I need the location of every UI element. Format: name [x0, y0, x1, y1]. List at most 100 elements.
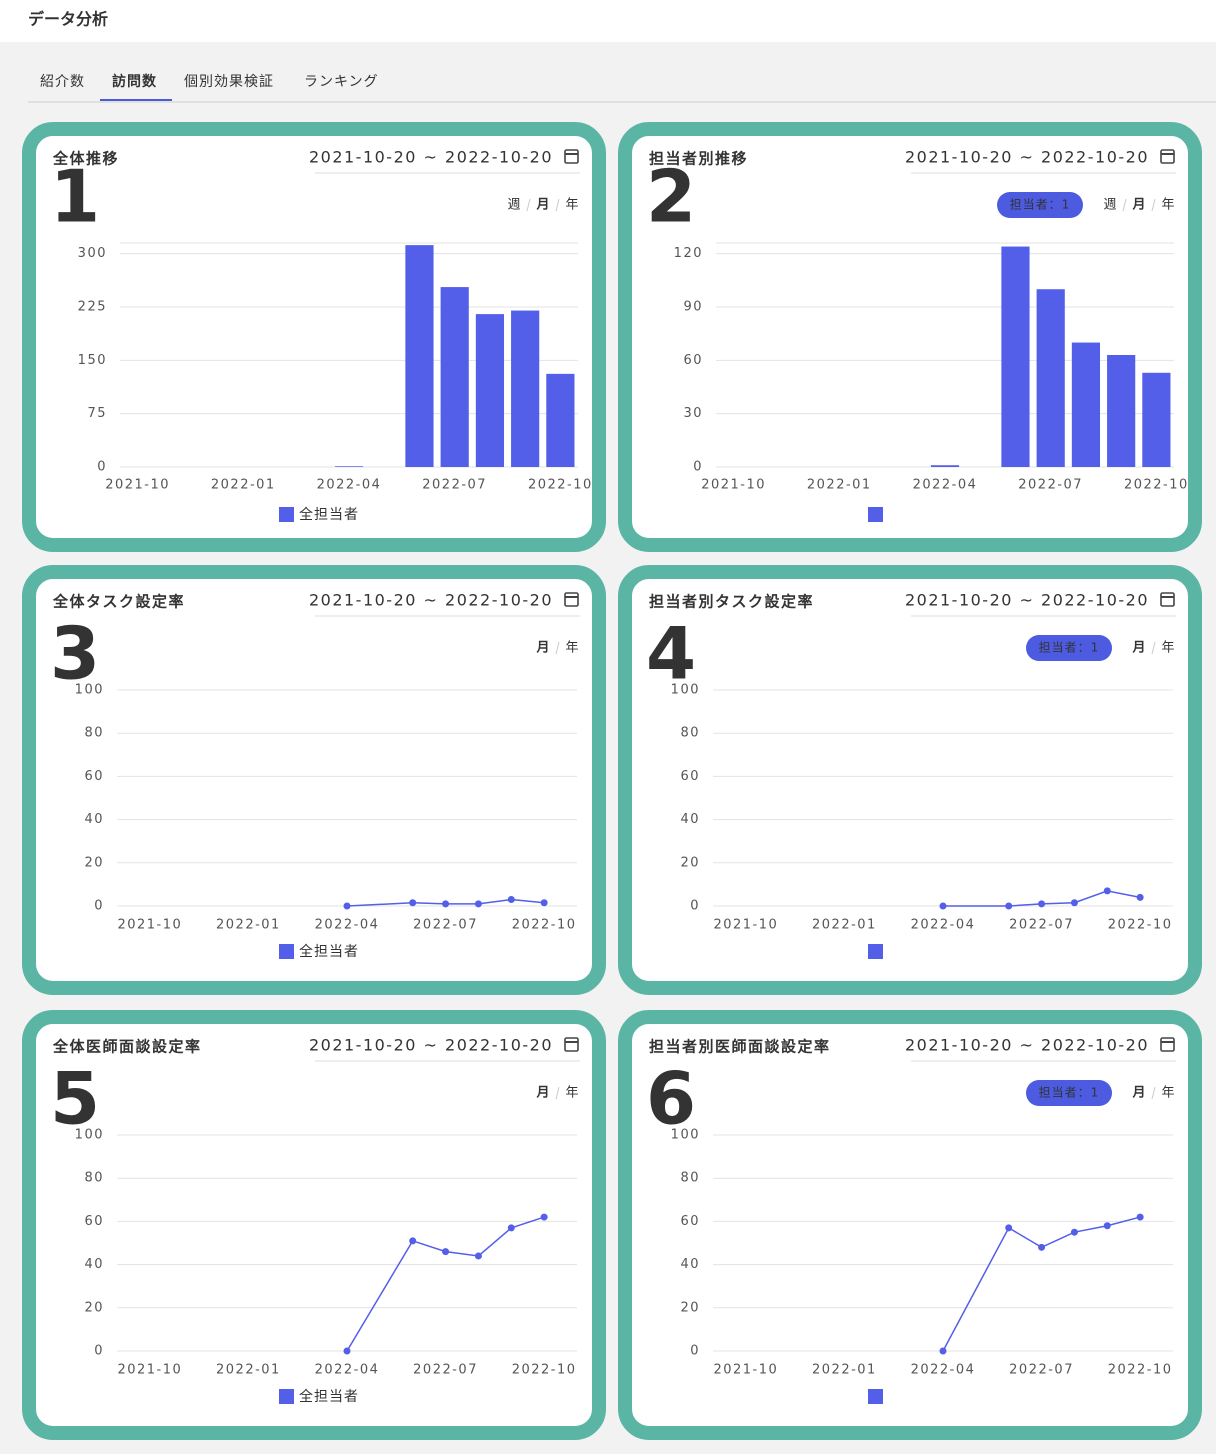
legend-swatch[interactable]	[868, 1389, 883, 1404]
data-point	[343, 1347, 351, 1355]
chart-title: 全体医師面談設定率	[52, 1038, 202, 1056]
calendar-icon[interactable]	[564, 149, 579, 164]
date-range[interactable]: 2021-10-20 ~ 2022-10-20	[309, 148, 553, 167]
x-tick-label: 2021-10	[701, 478, 766, 493]
data-point	[1005, 902, 1013, 910]
x-tick-label: 2021-10	[713, 918, 778, 933]
y-tick-label: 100	[671, 1128, 700, 1143]
period-option[interactable]: 年	[1161, 641, 1174, 656]
period-option[interactable]: 週	[507, 198, 520, 213]
tab[interactable]: 個別効果検証	[184, 74, 274, 90]
panel-frame	[618, 565, 1202, 995]
bar	[511, 310, 540, 467]
page-title: データ分析	[28, 10, 108, 29]
period-option[interactable]: 月	[1131, 641, 1145, 656]
period-option[interactable]: 月	[1131, 1086, 1145, 1101]
legend-label[interactable]: 全担当者	[299, 943, 359, 960]
period-separator	[555, 198, 560, 212]
tab[interactable]: ランキング	[304, 74, 379, 90]
bar	[334, 466, 364, 467]
x-tick-label: 2022-01	[211, 478, 276, 493]
y-tick-label: 80	[84, 1171, 104, 1186]
calendar-icon[interactable]	[564, 592, 579, 607]
x-tick-label: 2022-10	[1108, 1363, 1173, 1378]
legend-swatch[interactable]	[279, 1389, 294, 1404]
period-option[interactable]: 年	[1161, 1086, 1174, 1101]
legend-swatch[interactable]	[868, 944, 883, 959]
period-option[interactable]: 月	[535, 641, 549, 656]
data-point	[409, 899, 417, 907]
series-line	[346, 898, 545, 907]
panel: 全体タスク設定率 2021-10-20 ~ 2022-10-20 3 月 年 0 20 40 6…	[22, 565, 606, 995]
x-tick-label: 2022-01	[216, 1363, 281, 1378]
y-tick-label: 75	[87, 406, 107, 421]
period-separator	[1151, 198, 1156, 212]
period-option[interactable]: 週	[1103, 198, 1116, 213]
period-option[interactable]: 月	[535, 1086, 549, 1101]
period-option[interactable]: 月	[1131, 198, 1145, 213]
assignee-badge[interactable]	[997, 192, 1083, 218]
x-tick-label: 2022-01	[216, 918, 281, 933]
panel-number: 1	[50, 155, 100, 239]
period-option[interactable]: 年	[565, 198, 578, 213]
legend-swatch[interactable]	[279, 944, 294, 959]
calendar-icon[interactable]	[1160, 592, 1175, 607]
x-tick-label: 2022-04	[913, 478, 978, 493]
date-range[interactable]: 2021-10-20 ~ 2022-10-20	[905, 148, 1149, 167]
chart-title: 担当者別推移	[649, 150, 748, 168]
data-point	[540, 899, 548, 907]
x-tick-label: 2022-10	[1108, 918, 1173, 933]
data-point	[474, 900, 482, 908]
date-range[interactable]: 2021-10-20 ~ 2022-10-20	[905, 591, 1149, 610]
bar	[1036, 289, 1065, 467]
date-range[interactable]: 2021-10-20 ~ 2022-10-20	[309, 591, 553, 610]
tab[interactable]: 訪問数	[112, 73, 157, 90]
period-option[interactable]: 年	[565, 1086, 578, 1101]
x-tick-label: 2022-10	[512, 1363, 577, 1378]
calendar-icon[interactable]	[1160, 1037, 1175, 1052]
y-tick-label: 60	[84, 1214, 104, 1229]
x-tick-label: 2022-07	[1009, 1363, 1074, 1378]
assignee-badge[interactable]	[1026, 635, 1112, 661]
legend-label[interactable]: 全担当者	[299, 1388, 359, 1405]
data-point	[540, 1213, 548, 1221]
y-tick-label: 0	[690, 1344, 700, 1359]
series-line	[942, 1216, 1141, 1352]
tab[interactable]: 紹介数	[40, 74, 85, 90]
assignee-badge[interactable]	[1026, 1080, 1112, 1106]
calendar-icon[interactable]	[564, 1037, 579, 1052]
legend-label[interactable]: 全担当者	[299, 506, 359, 523]
y-tick-label: 20	[680, 1300, 700, 1315]
x-tick-label: 2022-07	[413, 918, 478, 933]
date-range[interactable]: 2021-10-20 ~ 2022-10-20	[309, 1036, 553, 1055]
panel-number: 5	[50, 1057, 100, 1141]
legend-swatch[interactable]	[868, 507, 883, 522]
period-option[interactable]: 年	[1161, 198, 1174, 213]
data-point	[1005, 1224, 1013, 1232]
y-tick-label: 120	[674, 246, 703, 261]
data-point	[474, 1252, 482, 1260]
x-tick-label: 2022-07	[1018, 478, 1083, 493]
y-tick-label: 300	[78, 246, 107, 261]
calendar-icon[interactable]	[1160, 149, 1175, 164]
period-option[interactable]: 月	[535, 198, 549, 213]
assignee-badge-label: 担当者：1	[1039, 1086, 1100, 1100]
x-tick-label: 2021-10	[713, 1363, 778, 1378]
panel-frame	[618, 1010, 1202, 1440]
panel: 全体医師面談設定率 2021-10-20 ~ 2022-10-20 5 月 年 0 20 40…	[22, 1010, 606, 1440]
data-point	[442, 1248, 450, 1256]
y-tick-label: 100	[671, 683, 700, 698]
bar	[1142, 372, 1171, 467]
date-range[interactable]: 2021-10-20 ~ 2022-10-20	[905, 1036, 1149, 1055]
period-option[interactable]: 年	[565, 641, 578, 656]
period-separator	[1122, 198, 1127, 212]
y-tick-label: 0	[94, 1344, 104, 1359]
y-tick-label: 40	[84, 812, 104, 827]
data-point	[507, 1224, 515, 1232]
y-tick-label: 30	[683, 406, 703, 421]
legend-swatch[interactable]	[279, 507, 294, 522]
y-tick-label: 60	[84, 769, 104, 784]
panel-number: 4	[646, 612, 696, 696]
x-tick-label: 2022-07	[422, 478, 487, 493]
data-point	[939, 1347, 947, 1355]
